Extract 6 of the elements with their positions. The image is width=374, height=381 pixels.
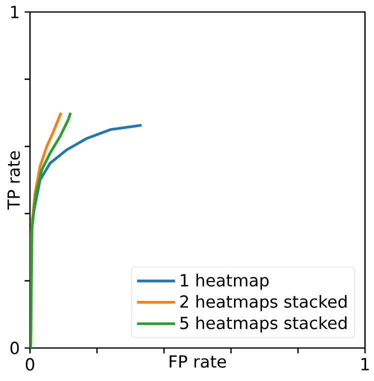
line-series bbox=[30, 111, 72, 348]
legend-label: 2 heatmaps stacked bbox=[180, 294, 347, 312]
y-axis-title: TP rate bbox=[8, 151, 20, 210]
x-axis-title: FP rate bbox=[170, 355, 226, 368]
legend-label: 5 heatmaps stacked bbox=[180, 316, 347, 332]
legend-label: 1 heatmap bbox=[180, 274, 269, 290]
